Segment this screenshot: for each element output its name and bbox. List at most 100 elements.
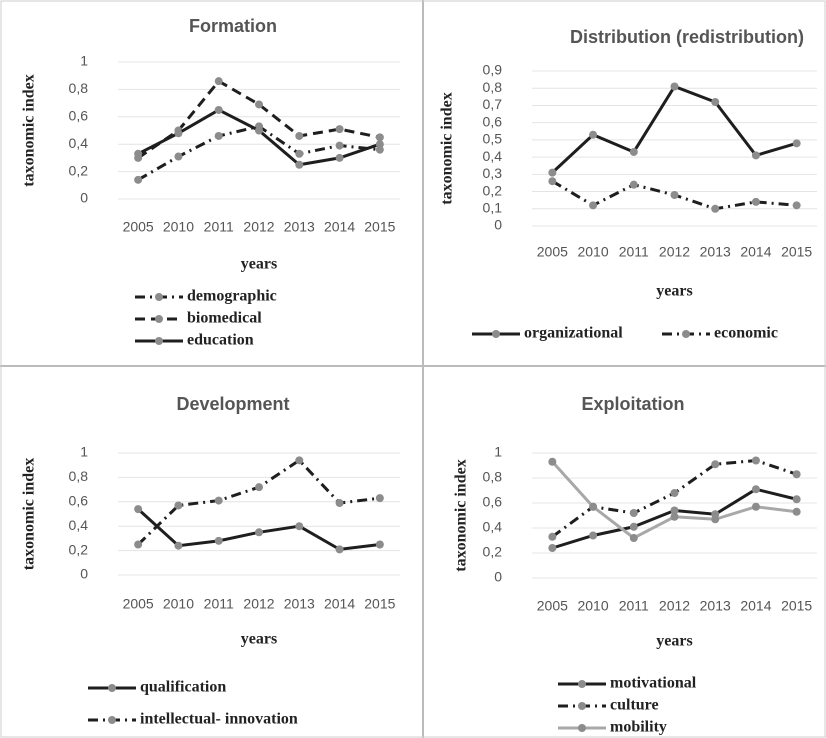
legend-label: economic bbox=[714, 325, 778, 342]
y-tick-label: 0,3 bbox=[483, 165, 503, 181]
y-tick-label: 1 bbox=[80, 53, 88, 69]
data-point bbox=[134, 175, 143, 184]
x-tick-label: 2014 bbox=[740, 244, 771, 260]
y-tick-label: 0,2 bbox=[69, 541, 89, 557]
data-point bbox=[375, 140, 384, 149]
data-point bbox=[375, 145, 384, 154]
data-point bbox=[255, 528, 263, 537]
data-point bbox=[548, 544, 557, 552]
chart-title: Formation bbox=[189, 16, 277, 36]
x-tick-label: 2012 bbox=[243, 596, 274, 612]
x-tick-label: 2015 bbox=[781, 244, 812, 260]
y-tick-label: 0,6 bbox=[483, 494, 503, 510]
y-tick-label: 1 bbox=[494, 444, 502, 460]
data-point bbox=[255, 100, 263, 109]
legend-marker bbox=[578, 702, 586, 710]
legend-label: biomedical bbox=[187, 310, 262, 327]
x-tick-label: 2005 bbox=[123, 596, 154, 612]
data-point bbox=[295, 456, 304, 465]
y-tick-label: 0,8 bbox=[69, 80, 89, 96]
y-tick-label: 0,5 bbox=[483, 131, 503, 147]
y-tick-label: 0,9 bbox=[483, 62, 503, 78]
data-point bbox=[629, 509, 638, 517]
data-point bbox=[295, 522, 304, 531]
y-tick-label: 0,8 bbox=[69, 468, 89, 484]
legend-marker bbox=[578, 680, 586, 688]
data-point bbox=[629, 147, 638, 156]
x-tick-label: 2005 bbox=[123, 219, 154, 235]
data-point bbox=[214, 77, 223, 86]
data-point bbox=[134, 505, 143, 514]
chart-title: Exploitation bbox=[582, 394, 685, 414]
y-tick-label: 0,2 bbox=[483, 544, 503, 560]
data-point bbox=[335, 153, 344, 162]
data-point bbox=[214, 105, 223, 114]
legend-marker bbox=[492, 330, 500, 338]
y-axis-label: taxonomic index bbox=[21, 458, 38, 570]
legend-label: education bbox=[187, 332, 254, 349]
data-point bbox=[670, 191, 679, 199]
data-point bbox=[670, 506, 679, 515]
y-tick-label: 0,4 bbox=[69, 517, 89, 533]
y-tick-label: 0,8 bbox=[483, 469, 503, 485]
data-point bbox=[174, 129, 183, 138]
data-point bbox=[295, 149, 304, 158]
data-point bbox=[589, 502, 598, 511]
x-tick-label: 2012 bbox=[659, 598, 690, 614]
data-point bbox=[670, 489, 679, 497]
x-tick-label: 2010 bbox=[577, 244, 608, 260]
legend-marker bbox=[578, 724, 586, 732]
data-point bbox=[375, 540, 384, 549]
x-tick-label: 2015 bbox=[781, 598, 812, 614]
data-point bbox=[751, 197, 760, 206]
data-point bbox=[174, 541, 183, 550]
data-point bbox=[548, 532, 557, 541]
data-point bbox=[792, 139, 801, 148]
data-point bbox=[214, 496, 223, 505]
x-tick-label: 2010 bbox=[163, 596, 194, 612]
data-point bbox=[751, 502, 760, 511]
data-point bbox=[134, 540, 143, 549]
x-tick-label: 2011 bbox=[619, 244, 649, 260]
data-point bbox=[589, 201, 598, 210]
y-tick-label: 0 bbox=[494, 569, 502, 585]
data-point bbox=[214, 536, 223, 545]
data-point bbox=[792, 507, 801, 516]
data-point bbox=[751, 151, 760, 160]
x-tick-label: 2005 bbox=[537, 244, 568, 260]
legend-marker bbox=[108, 716, 116, 724]
x-tick-label: 2011 bbox=[619, 598, 649, 614]
data-point bbox=[134, 149, 143, 158]
y-tick-label: 0,8 bbox=[483, 79, 503, 95]
y-tick-label: 0,2 bbox=[69, 162, 89, 178]
y-axis-label: taxonomic index bbox=[21, 74, 38, 186]
chart-title: Distribution (redistribution) bbox=[570, 27, 804, 47]
chart-title: Development bbox=[176, 394, 289, 414]
data-point bbox=[174, 152, 183, 161]
legend-label: culture bbox=[610, 697, 659, 714]
data-point bbox=[792, 201, 801, 210]
legend-label: motivational bbox=[610, 675, 697, 692]
data-point bbox=[589, 130, 598, 139]
x-axis-label: years bbox=[656, 633, 692, 650]
data-point bbox=[295, 160, 304, 169]
data-point bbox=[792, 495, 801, 504]
data-point bbox=[295, 131, 304, 140]
x-tick-label: 2015 bbox=[364, 596, 395, 612]
data-point bbox=[711, 98, 720, 106]
data-point bbox=[711, 515, 720, 524]
data-point bbox=[670, 512, 679, 521]
y-tick-label: 0,6 bbox=[69, 493, 89, 509]
data-point bbox=[548, 457, 557, 466]
y-tick-label: 0,4 bbox=[69, 135, 89, 151]
data-point bbox=[629, 534, 638, 542]
data-point bbox=[335, 545, 344, 554]
legend-marker bbox=[155, 293, 163, 301]
y-tick-label: 0 bbox=[494, 217, 502, 233]
y-tick-label: 0,6 bbox=[483, 113, 503, 129]
y-axis-label: taxonomic index bbox=[439, 92, 456, 204]
data-point bbox=[335, 499, 344, 508]
